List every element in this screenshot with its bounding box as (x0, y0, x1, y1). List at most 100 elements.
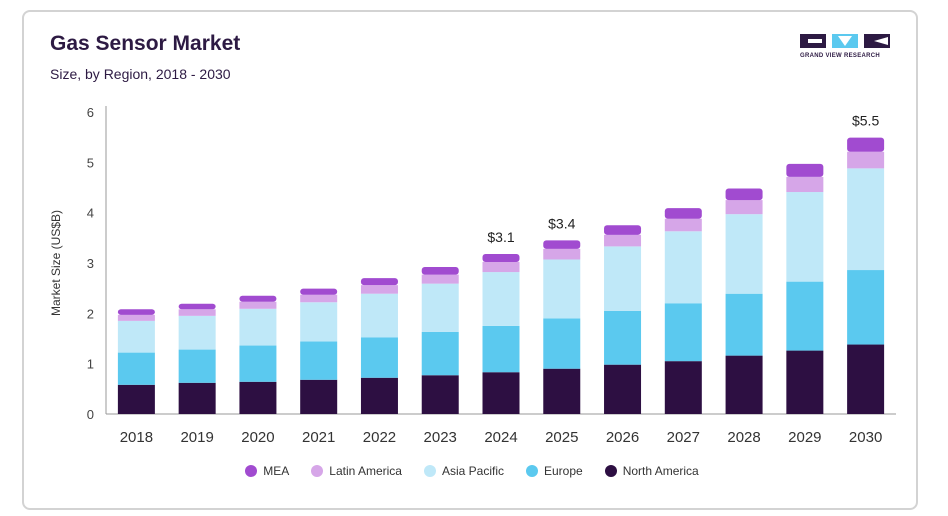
bar-segment-latin-america (847, 151, 885, 169)
legend-swatch (604, 465, 617, 477)
x-tick-label: 2024 (484, 429, 517, 446)
legend-swatch (311, 465, 324, 477)
y-tick-label: 6 (87, 105, 94, 120)
bar-segment-europe (482, 325, 520, 373)
legend-item: North America (604, 464, 699, 478)
bar-segment-latin-america (300, 294, 338, 303)
bar-segment-latin-america (482, 261, 520, 273)
bar-segment-europe (543, 318, 581, 369)
bar-segment-asia-pacific (360, 293, 398, 338)
bar-segment-mea (847, 137, 885, 152)
bar-segment-north-america (360, 377, 398, 414)
bar-segment-north-america (482, 372, 520, 414)
bar-segment-asia-pacific (117, 320, 155, 353)
x-tick-label: 2028 (727, 429, 760, 446)
bar-segment-europe (725, 293, 763, 356)
bar-segment-asia-pacific (543, 259, 581, 319)
bar-segment-mea (360, 278, 398, 286)
bar-segment-latin-america (786, 176, 824, 193)
bar-segment-asia-pacific (664, 231, 702, 304)
legend-item: Asia Pacific (423, 464, 504, 478)
total-data-label: $3.4 (548, 215, 575, 231)
bar-segment-europe (664, 303, 702, 362)
bar-segment-north-america (239, 381, 277, 414)
bar-segment-latin-america (178, 309, 216, 316)
bar-segment-asia-pacific (178, 315, 216, 350)
chart-card: Gas Sensor Market Size, by Region, 2018 … (22, 10, 918, 510)
bar-segment-north-america (664, 361, 702, 414)
bar-segment-europe (360, 337, 398, 378)
x-tick-label: 2030 (849, 429, 882, 446)
legend-label: Asia Pacific (441, 464, 504, 478)
x-tick-label: 2026 (606, 429, 639, 446)
bar-segment-asia-pacific (482, 272, 520, 326)
bar-segment-europe (421, 331, 459, 376)
bar-segment-asia-pacific (847, 168, 885, 271)
bar-segment-latin-america (239, 301, 277, 309)
bar-segment-europe (239, 345, 277, 382)
legend-item: MEA (245, 464, 289, 478)
stacked-bar-chart: 0 1 2 3 4 5 6 Market Size (US$B) 2018 2019 2020 202… (49, 105, 896, 446)
x-tick-label: 2021 (302, 429, 335, 446)
bar-segment-mea (482, 253, 520, 262)
bar-segment-north-america (786, 350, 824, 414)
y-tick-label: 1 (87, 357, 94, 372)
bar-segment-north-america (543, 368, 581, 414)
bar-segment-latin-america (664, 218, 702, 232)
bar-segment-mea (664, 208, 702, 219)
legend-swatch (245, 465, 258, 477)
bar-segment-latin-america (360, 285, 398, 294)
logo-v-shape (838, 36, 852, 46)
bar-segment-north-america (117, 384, 155, 414)
x-tick-label: 2019 (180, 429, 213, 446)
y-tick-label: 2 (87, 306, 94, 321)
y-axis-title: Market Size (US$B) (49, 210, 63, 316)
bar-segment-asia-pacific (786, 192, 824, 282)
x-tick-label: 2022 (363, 429, 396, 446)
x-tick-label: 2027 (667, 429, 700, 446)
bar-segment-mea (543, 240, 581, 249)
x-tick-label: 2025 (545, 429, 578, 446)
legend-label: North America (622, 464, 699, 478)
x-tick-label: 2023 (424, 429, 457, 446)
bar-segment-mea (725, 188, 763, 201)
chart-title: Gas Sensor Market (50, 32, 241, 55)
bar-segment-north-america (300, 379, 338, 414)
bar-segment-asia-pacific (300, 302, 338, 342)
bar-segment-asia-pacific (604, 246, 642, 311)
y-tick-label: 5 (87, 155, 94, 170)
bar-segment-latin-america (421, 274, 459, 284)
legend-label: Europe (544, 464, 583, 478)
bar-segment-europe (300, 341, 338, 380)
bar-segment-mea (117, 309, 155, 315)
bar-segment-asia-pacific (725, 214, 763, 294)
bar-segment-latin-america (725, 200, 763, 215)
bar-segment-mea (300, 288, 338, 295)
bar-segment-europe (847, 270, 885, 345)
logo-text: GRAND VIEW RESEARCH (800, 53, 881, 59)
bar-segment-asia-pacific (421, 283, 459, 332)
bar-segment-latin-america (117, 314, 155, 321)
bar-segment-mea (604, 225, 642, 235)
x-tick-label: 2020 (241, 429, 274, 446)
legend-item: Europe (526, 464, 583, 478)
bar-segment-mea (239, 295, 277, 302)
bar-segment-europe (604, 310, 642, 365)
legend-item: Latin America (311, 464, 402, 478)
logo-g-notch (808, 39, 822, 43)
chart-subtitle: Size, by Region, 2018 - 2030 (50, 66, 231, 82)
legend-label: Latin America (329, 464, 402, 478)
bar-segment-mea (178, 303, 216, 310)
total-data-label: $3.1 (487, 229, 514, 245)
y-tick-label: 3 (87, 256, 94, 271)
grand-view-research-logo (800, 34, 890, 48)
chart-legend: MEA Latin America Asia Pacific Europe North … (24, 464, 920, 478)
total-data-label: $5.5 (852, 113, 879, 129)
bar-segment-mea (786, 163, 824, 177)
bar-segment-asia-pacific (239, 308, 277, 346)
bar-segment-europe (786, 281, 824, 351)
bar-segment-north-america (178, 382, 216, 414)
bar-segment-latin-america (543, 248, 581, 260)
logo-r-notch (874, 37, 888, 45)
legend-swatch (423, 465, 436, 477)
